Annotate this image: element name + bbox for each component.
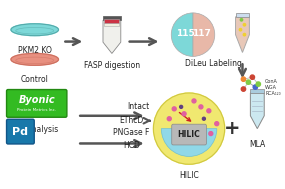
Ellipse shape — [11, 24, 58, 36]
Polygon shape — [251, 93, 264, 129]
Text: WGA: WGA — [265, 85, 277, 90]
Bar — [103, 16, 121, 20]
Text: MLA: MLA — [249, 140, 265, 149]
Text: EThcD: EThcD — [119, 116, 144, 125]
Circle shape — [241, 87, 246, 91]
Text: 117: 117 — [192, 29, 211, 38]
Bar — [104, 23, 119, 26]
FancyBboxPatch shape — [172, 124, 206, 145]
Circle shape — [241, 77, 246, 81]
FancyBboxPatch shape — [7, 90, 67, 117]
Text: HILIC: HILIC — [179, 171, 199, 180]
FancyBboxPatch shape — [7, 119, 34, 144]
Text: PNGase F: PNGase F — [113, 128, 149, 137]
Text: PKM2 KO: PKM2 KO — [18, 46, 52, 55]
Circle shape — [253, 85, 258, 89]
Text: HILIC: HILIC — [178, 130, 200, 139]
Circle shape — [243, 24, 246, 26]
Circle shape — [207, 109, 211, 113]
Text: DiLeu Labeling: DiLeu Labeling — [185, 59, 242, 68]
Bar — [251, 89, 264, 93]
Text: RCA₁₂₀: RCA₁₂₀ — [265, 91, 281, 95]
Polygon shape — [235, 17, 249, 53]
Text: Byonic: Byonic — [19, 95, 55, 105]
Text: HCD: HCD — [123, 141, 140, 150]
Wedge shape — [171, 13, 193, 56]
Text: 115: 115 — [176, 29, 194, 38]
Circle shape — [153, 93, 225, 164]
Circle shape — [215, 122, 219, 126]
Text: ConA: ConA — [265, 79, 278, 84]
Circle shape — [199, 105, 203, 109]
Circle shape — [246, 80, 251, 84]
Bar — [104, 19, 119, 23]
Polygon shape — [103, 20, 121, 53]
Wedge shape — [193, 13, 215, 56]
Circle shape — [172, 107, 176, 111]
Text: Pd: Pd — [12, 127, 28, 137]
Text: Intact: Intact — [127, 102, 149, 111]
Bar — [235, 13, 249, 17]
Circle shape — [192, 99, 196, 103]
Circle shape — [180, 105, 183, 108]
Ellipse shape — [11, 53, 58, 65]
Circle shape — [209, 132, 213, 136]
Circle shape — [250, 75, 255, 79]
Text: FASP digestion: FASP digestion — [84, 61, 140, 70]
Text: Protein Metrics Inc.: Protein Metrics Inc. — [17, 108, 56, 112]
Text: Control: Control — [21, 75, 49, 84]
Circle shape — [167, 117, 171, 121]
Circle shape — [202, 117, 205, 120]
Text: Data analysis: Data analysis — [6, 125, 58, 134]
Circle shape — [240, 19, 243, 21]
Text: +: + — [224, 119, 241, 138]
Wedge shape — [161, 129, 217, 156]
Circle shape — [182, 112, 186, 116]
Circle shape — [243, 33, 246, 36]
Circle shape — [256, 82, 260, 86]
Circle shape — [239, 29, 242, 31]
